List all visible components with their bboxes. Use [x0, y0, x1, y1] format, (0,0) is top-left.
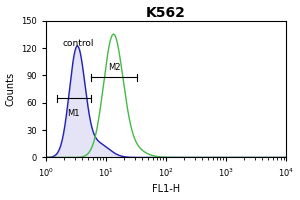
Y-axis label: Counts: Counts [6, 72, 16, 106]
X-axis label: FL1-H: FL1-H [152, 184, 180, 194]
Text: M1: M1 [68, 109, 80, 118]
Title: K562: K562 [146, 6, 186, 20]
Text: control: control [62, 39, 94, 48]
Text: M2: M2 [108, 63, 120, 72]
